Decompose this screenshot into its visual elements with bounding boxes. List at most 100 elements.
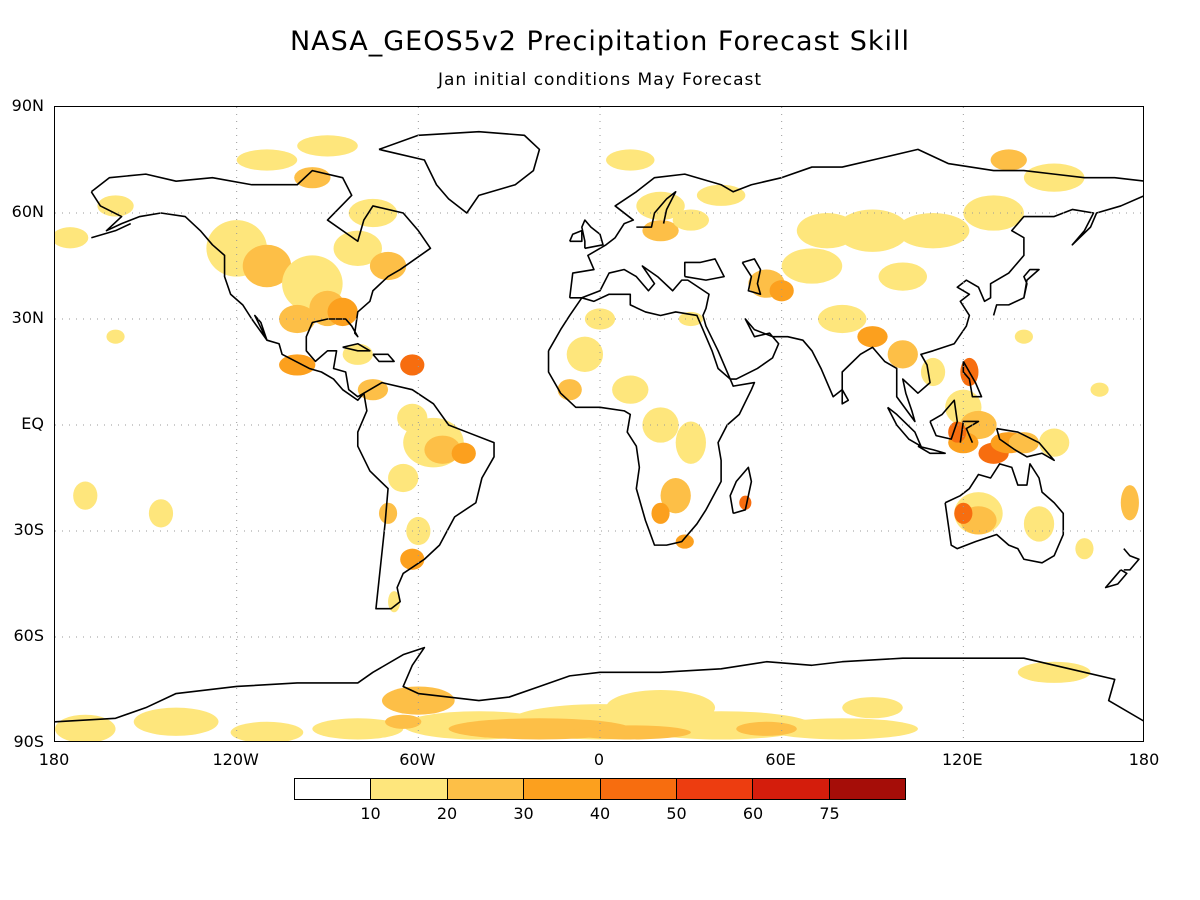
skill-area bbox=[1090, 382, 1109, 397]
skill-area bbox=[230, 721, 304, 741]
colorbar-segment bbox=[295, 779, 372, 799]
skill-area bbox=[766, 718, 918, 740]
coastline bbox=[992, 268, 1040, 316]
colorbar-label: 20 bbox=[436, 804, 458, 823]
skill-area bbox=[612, 375, 649, 404]
colorbar-segment bbox=[447, 779, 525, 799]
longitude-label: 180 bbox=[38, 750, 70, 769]
skill-area bbox=[1017, 661, 1091, 683]
skill-area bbox=[97, 195, 134, 217]
colorbar bbox=[294, 778, 906, 800]
skill-area bbox=[675, 534, 694, 549]
colorbar-segment bbox=[676, 779, 754, 799]
skill-area bbox=[406, 516, 431, 546]
coastline bbox=[944, 463, 1065, 564]
coastline bbox=[962, 361, 983, 398]
coastline bbox=[1104, 569, 1128, 589]
coastline bbox=[636, 191, 677, 228]
skill-area bbox=[584, 308, 616, 330]
skill-area bbox=[606, 149, 655, 171]
coastline bbox=[683, 258, 725, 281]
skill-area bbox=[1039, 428, 1070, 457]
coastline bbox=[1123, 548, 1140, 571]
skill-area bbox=[675, 421, 706, 464]
skill-area bbox=[312, 718, 404, 740]
colorbar-label: 30 bbox=[513, 804, 534, 823]
coastline bbox=[568, 229, 583, 243]
latitude-label: 30S bbox=[13, 520, 44, 539]
coastline bbox=[995, 427, 1055, 462]
skill-area bbox=[378, 502, 398, 524]
skill-area bbox=[348, 198, 398, 228]
coastline bbox=[959, 420, 980, 443]
skill-area bbox=[566, 336, 604, 372]
skill-area bbox=[333, 230, 382, 266]
skill-area bbox=[1120, 485, 1139, 521]
longitude-label: 0 bbox=[593, 750, 605, 769]
coastline bbox=[378, 130, 541, 214]
latitude-label: 90S bbox=[13, 732, 44, 751]
skill-area bbox=[1023, 163, 1085, 192]
skill-area bbox=[569, 725, 691, 740]
precipitation-skill-map bbox=[55, 107, 1143, 741]
skill-area bbox=[327, 297, 358, 327]
skill-area bbox=[236, 149, 298, 171]
skill-area bbox=[388, 591, 401, 613]
latitude-label: 90N bbox=[11, 96, 44, 115]
coastline bbox=[886, 406, 922, 448]
coastline bbox=[741, 258, 762, 296]
skill-area bbox=[642, 220, 679, 242]
longitude-label: 120W bbox=[212, 750, 259, 769]
skill-area bbox=[642, 407, 679, 443]
coastline bbox=[91, 222, 132, 239]
coastline bbox=[342, 342, 371, 352]
skill-area bbox=[696, 184, 746, 206]
coastline bbox=[929, 399, 959, 440]
coastline bbox=[55, 646, 1143, 723]
skill-area bbox=[896, 213, 970, 249]
skill-area bbox=[1008, 432, 1040, 454]
skill-area bbox=[106, 329, 125, 344]
skill-area bbox=[651, 502, 670, 524]
skill-area bbox=[424, 435, 461, 464]
skill-area bbox=[297, 135, 358, 157]
skill-area bbox=[369, 251, 407, 281]
colorbar-label: 10 bbox=[360, 804, 381, 823]
coastline bbox=[841, 389, 850, 405]
colorbar-label: 60 bbox=[742, 804, 764, 823]
longitude-label: 60E bbox=[765, 750, 796, 769]
colorbar-segment bbox=[524, 779, 601, 799]
skill-area bbox=[400, 548, 425, 570]
longitude-label: 120E bbox=[942, 750, 983, 769]
colorbar-label: 40 bbox=[589, 804, 611, 823]
skill-area bbox=[842, 697, 903, 719]
latitude-label: EQ bbox=[21, 414, 44, 433]
skill-area bbox=[397, 403, 428, 433]
skill-area bbox=[242, 244, 292, 288]
coastline bbox=[729, 466, 753, 515]
colorbar-label: 75 bbox=[819, 804, 840, 823]
skill-area bbox=[887, 340, 918, 369]
skill-area bbox=[557, 379, 582, 401]
chart-subtitle: Jan initial conditions May Forecast bbox=[437, 70, 763, 90]
skill-area bbox=[769, 280, 794, 302]
coastline-layer bbox=[55, 130, 1143, 723]
latitude-label: 30N bbox=[11, 308, 44, 327]
coastline bbox=[568, 148, 1143, 298]
skill-area bbox=[606, 690, 716, 726]
skill-area bbox=[451, 442, 476, 464]
coastline bbox=[569, 195, 1143, 423]
skill-area bbox=[836, 209, 909, 252]
colorbar-segment bbox=[371, 779, 448, 799]
skill-area bbox=[1075, 538, 1094, 560]
longitude-label: 180 bbox=[1128, 750, 1160, 769]
colorbar-segment bbox=[829, 779, 905, 799]
colorbar-segment bbox=[753, 779, 830, 799]
chart-title: NASA_GEOS5v2 Precipitation Forecast Skil… bbox=[289, 26, 911, 57]
skill-area bbox=[400, 354, 425, 376]
longitude-label: 60W bbox=[399, 750, 436, 769]
skill-area bbox=[960, 410, 997, 440]
skill-area bbox=[672, 209, 709, 231]
coastline bbox=[372, 353, 395, 363]
skill-area bbox=[990, 149, 1027, 171]
